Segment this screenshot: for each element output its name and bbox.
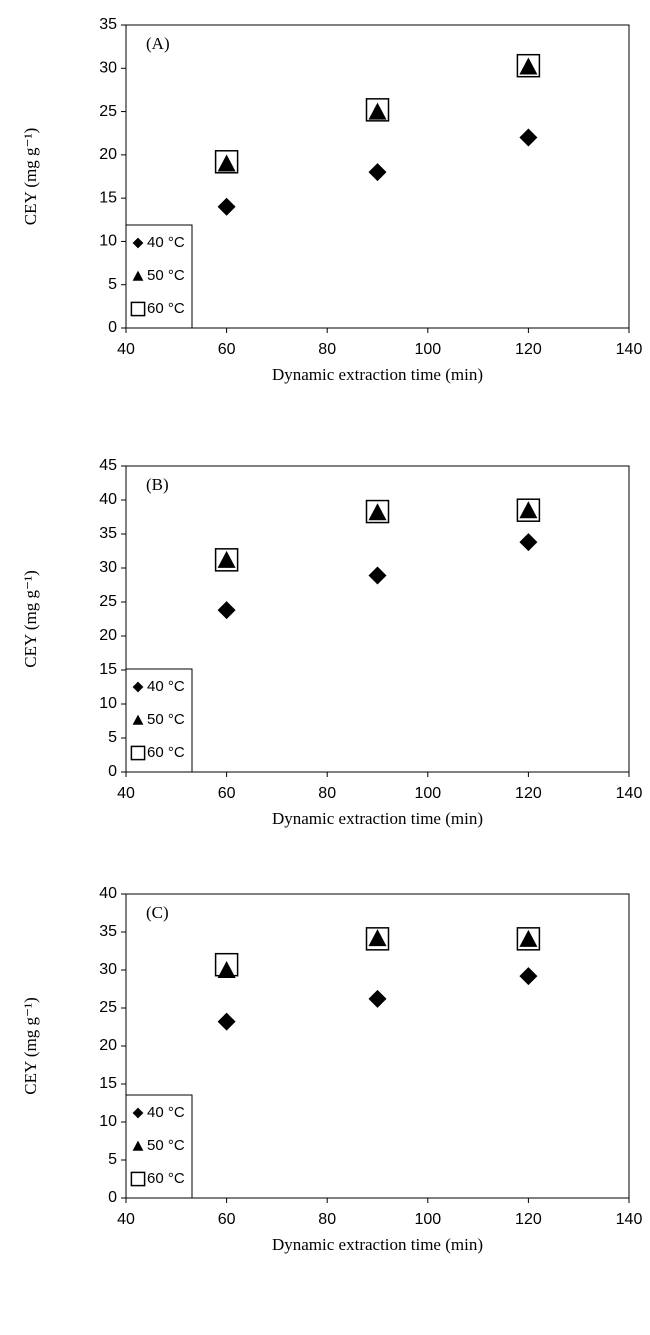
x-axis-label: Dynamic extraction time (min): [272, 809, 483, 828]
x-tick-label: 120: [515, 341, 542, 358]
triangle-marker: [368, 102, 387, 120]
y-tick-label: 30: [99, 559, 117, 576]
diamond-marker: [132, 1107, 144, 1119]
y-tick-label: 15: [99, 1075, 117, 1092]
legend-label: 50 °C: [147, 267, 185, 284]
diamond-marker: [519, 533, 538, 552]
x-tick-label: 100: [414, 341, 441, 358]
x-tick-label: 60: [218, 341, 236, 358]
y-tick-label: 15: [99, 189, 117, 206]
y-tick-label: 25: [99, 103, 117, 120]
y-axis-label: CEY (mg g⁻¹): [21, 128, 40, 225]
y-tick-label: 0: [108, 319, 117, 336]
y-tick-label: 40: [99, 491, 117, 508]
panel-label: (C): [146, 903, 169, 922]
triangle-marker: [217, 154, 236, 172]
diamond-marker: [217, 197, 236, 216]
diamond-marker: [368, 566, 387, 585]
legend-label: 60 °C: [147, 1170, 185, 1187]
x-tick-label: 80: [318, 1211, 336, 1228]
x-tick-label: 40: [117, 341, 135, 358]
x-tick-label: 100: [414, 785, 441, 802]
y-tick-label: 25: [99, 999, 117, 1016]
y-tick-label: 30: [99, 961, 117, 978]
x-tick-label: 140: [616, 785, 643, 802]
y-tick-label: 20: [99, 1037, 117, 1054]
y-tick-label: 35: [99, 923, 117, 940]
triangle-marker: [368, 503, 387, 521]
y-tick-label: 20: [99, 627, 117, 644]
legend-label: 40 °C: [147, 234, 185, 251]
diamond-marker: [368, 989, 387, 1008]
y-tick-label: 40: [99, 885, 117, 902]
x-axis-label: Dynamic extraction time (min): [272, 365, 483, 384]
square-marker: [130, 1171, 146, 1187]
panel-label: (B): [146, 475, 169, 494]
triangle-marker: [368, 929, 387, 947]
y-tick-label: 5: [108, 1151, 117, 1168]
y-tick-label: 20: [99, 146, 117, 163]
x-tick-label: 40: [117, 785, 135, 802]
triangle-marker: [217, 550, 236, 568]
x-tick-label: 120: [515, 785, 542, 802]
x-axis-label: Dynamic extraction time (min): [272, 1235, 483, 1254]
diamond-marker: [217, 601, 236, 620]
x-tick-label: 60: [218, 1211, 236, 1228]
triangle-marker: [217, 961, 236, 978]
triangle-marker: [519, 57, 538, 75]
y-tick-label: 5: [108, 276, 117, 293]
square-marker: [130, 745, 146, 761]
x-tick-label: 140: [616, 1211, 643, 1228]
x-tick-label: 80: [318, 785, 336, 802]
y-tick-label: 15: [99, 661, 117, 678]
y-tick-label: 5: [108, 729, 117, 746]
plot-frame: [125, 24, 630, 329]
x-tick-label: 140: [616, 341, 643, 358]
legend-label: 60 °C: [147, 744, 185, 761]
legend-label: 60 °C: [147, 300, 185, 317]
legend-label: 50 °C: [147, 711, 185, 728]
y-tick-label: 10: [99, 695, 117, 712]
y-tick-label: 30: [99, 60, 117, 77]
diamond-marker: [519, 128, 538, 147]
diamond-marker: [368, 163, 387, 182]
y-tick-label: 0: [108, 1189, 117, 1206]
y-tick-label: 35: [99, 525, 117, 542]
plot-frame: [125, 465, 630, 773]
y-tick-label: 10: [99, 233, 117, 250]
y-axis-label: CEY (mg g⁻¹): [21, 997, 40, 1094]
triangle-marker: [519, 929, 538, 947]
triangle-marker: [132, 270, 144, 281]
y-tick-label: 10: [99, 1113, 117, 1130]
triangle-marker: [132, 1140, 144, 1151]
y-axis-label: CEY (mg g⁻¹): [21, 570, 40, 667]
y-tick-label: 0: [108, 763, 117, 780]
legend-label: 40 °C: [147, 1104, 185, 1121]
x-tick-label: 100: [414, 1211, 441, 1228]
legend-label: 50 °C: [147, 1137, 185, 1154]
triangle-marker: [132, 714, 144, 725]
diamond-marker: [132, 237, 144, 249]
x-tick-label: 60: [218, 785, 236, 802]
panel-label: (A): [146, 34, 170, 53]
y-tick-label: 45: [99, 457, 117, 474]
x-tick-label: 120: [515, 1211, 542, 1228]
legend-label: 40 °C: [147, 678, 185, 695]
diamond-marker: [217, 1012, 236, 1031]
square-marker: [130, 301, 146, 317]
x-tick-label: 40: [117, 1211, 135, 1228]
y-tick-label: 35: [99, 16, 117, 33]
x-tick-label: 80: [318, 341, 336, 358]
diamond-marker: [519, 967, 538, 986]
y-tick-label: 25: [99, 593, 117, 610]
triangle-marker: [519, 501, 538, 519]
diamond-marker: [132, 681, 144, 693]
